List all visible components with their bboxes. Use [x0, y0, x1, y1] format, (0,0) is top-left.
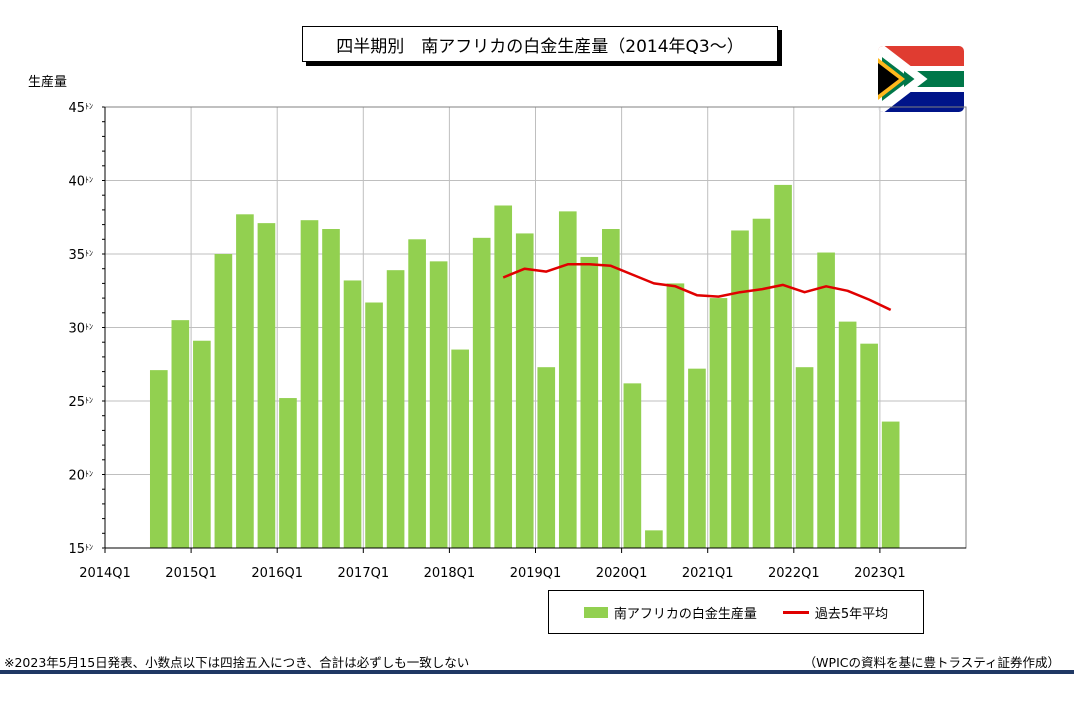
- x-tick-label: 2017Q1: [338, 566, 390, 581]
- footnote-left: ※2023年5月15日発表、小数点以下は四捨五入につき、合計は必ずしも一致しない: [4, 655, 470, 670]
- bar-2017Q1: [365, 302, 383, 548]
- bar-2017Q4: [429, 261, 448, 548]
- bar-2018Q2: [472, 237, 491, 548]
- bar-2014Q3: [149, 370, 168, 548]
- bar-2016Q2: [300, 220, 319, 548]
- bar-2017Q3: [408, 239, 426, 549]
- y-axis-label: 生産量: [28, 74, 67, 90]
- bar-2021Q4: [774, 184, 792, 548]
- y-tick-label: 40ﾄﾝ: [68, 175, 93, 190]
- bar-2017Q2: [386, 270, 405, 548]
- x-tick-label: 2021Q1: [682, 566, 734, 581]
- bar-2021Q1: [709, 298, 728, 548]
- x-tick-label: 2022Q1: [768, 566, 820, 581]
- bar-2020Q4: [688, 368, 706, 548]
- bar-2022Q3: [838, 321, 857, 548]
- x-tick-label: 2016Q1: [251, 566, 303, 581]
- x-tick-label: 2015Q1: [165, 566, 217, 581]
- bar-2021Q2: [731, 230, 749, 549]
- bar-2020Q2: [645, 530, 663, 548]
- y-tick-label: 25ﾄﾝ: [68, 395, 93, 410]
- bar-2022Q1: [795, 367, 814, 548]
- bar-2018Q3: [494, 205, 513, 549]
- chart-title: 四半期別 南アフリカの白金生産量（2014年Q3～）: [302, 26, 778, 62]
- bar-2015Q1: [193, 340, 211, 548]
- bar-2019Q2: [558, 211, 577, 548]
- bar-2022Q4: [860, 343, 878, 548]
- legend-item-bar: 南アフリカの白金生産量: [583, 603, 757, 622]
- bar-2015Q3: [236, 214, 254, 548]
- bar-2019Q1: [537, 367, 556, 548]
- y-tick-label: 20ﾄﾝ: [68, 469, 93, 484]
- bar-2014Q4: [171, 320, 190, 548]
- legend-bar-swatch: [583, 606, 608, 618]
- bar-2016Q3: [322, 229, 340, 548]
- bar-2015Q2: [214, 254, 233, 548]
- bar-2016Q1: [279, 398, 297, 548]
- bar-2019Q4: [602, 229, 620, 548]
- footnote-right: （WPICの資料を基に豊トラスティ証券作成）: [803, 655, 1060, 670]
- x-tick-label: 2019Q1: [510, 566, 562, 581]
- y-tick-label: 35ﾄﾝ: [68, 248, 93, 263]
- y-tick-label: 30ﾄﾝ: [68, 322, 93, 337]
- bar-2022Q2: [817, 252, 835, 548]
- plot-group: 15ﾄﾝ 20ﾄﾝ 25ﾄﾝ 30ﾄﾝ 35ﾄﾝ 40ﾄﾝ 45ﾄﾝ 2014Q1 2015Q1…: [68, 101, 967, 581]
- bar-2018Q4: [515, 233, 534, 549]
- line-5yr-average: [502, 263, 892, 312]
- bar-2019Q3: [580, 256, 599, 548]
- legend-item-line: 過去5年平均: [782, 603, 889, 622]
- bar-2023Q1: [881, 421, 900, 548]
- legend: 南アフリカの白金生産量 過去5年平均: [548, 590, 924, 634]
- legend-line-swatch: [782, 610, 809, 614]
- bar-2021Q3: [752, 218, 771, 548]
- x-tick-label: 2018Q1: [424, 566, 476, 581]
- bar-2018Q1: [451, 349, 469, 548]
- x-tick-label: 2023Q1: [854, 566, 906, 581]
- y-tick-label: 15ﾄﾝ: [68, 542, 93, 557]
- x-tick-label: 2020Q1: [596, 566, 648, 581]
- y-tick-label: 45ﾄﾝ: [68, 101, 93, 116]
- legend-line-label: 過去5年平均: [814, 606, 889, 622]
- bar-2015Q4: [257, 223, 276, 548]
- bar-2020Q1: [623, 383, 642, 548]
- bar-2020Q3: [666, 283, 685, 548]
- legend-bar-label: 南アフリカの白金生産量: [613, 606, 757, 622]
- bottom-rule: [0, 670, 1074, 674]
- x-tick-label: 2014Q1: [79, 566, 131, 581]
- bar-2016Q4: [343, 280, 362, 548]
